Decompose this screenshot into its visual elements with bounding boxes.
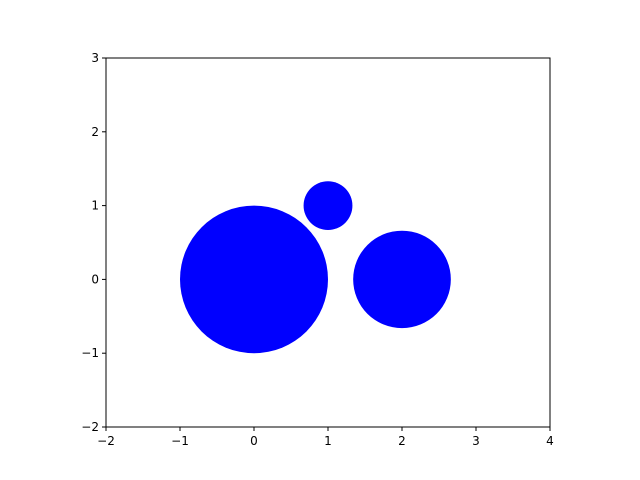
y-tick-label: −1 xyxy=(81,346,99,360)
x-axis: −2 −1 0 1 2 3 4 xyxy=(97,427,554,448)
circle-mark xyxy=(180,205,328,354)
y-tick-label: 1 xyxy=(91,199,99,213)
axes-background xyxy=(106,58,550,427)
x-tick-label: 4 xyxy=(546,434,554,448)
y-axis: −2 −1 0 1 2 3 xyxy=(81,51,106,434)
y-tick-label: 0 xyxy=(91,272,99,286)
circles-layer xyxy=(180,181,451,354)
x-tick-label: 0 xyxy=(250,434,258,448)
y-tick-label: 3 xyxy=(91,51,99,65)
circle-mark xyxy=(303,181,353,230)
x-tick-label: −2 xyxy=(97,434,115,448)
circle-mark xyxy=(353,230,451,329)
x-tick-label: 2 xyxy=(398,434,406,448)
y-tick-label: −2 xyxy=(81,420,99,434)
y-tick-label: 2 xyxy=(91,125,99,139)
x-tick-label: 3 xyxy=(472,434,480,448)
x-tick-label: −1 xyxy=(171,434,189,448)
x-tick-label: 1 xyxy=(324,434,332,448)
plot-area xyxy=(105,57,551,428)
